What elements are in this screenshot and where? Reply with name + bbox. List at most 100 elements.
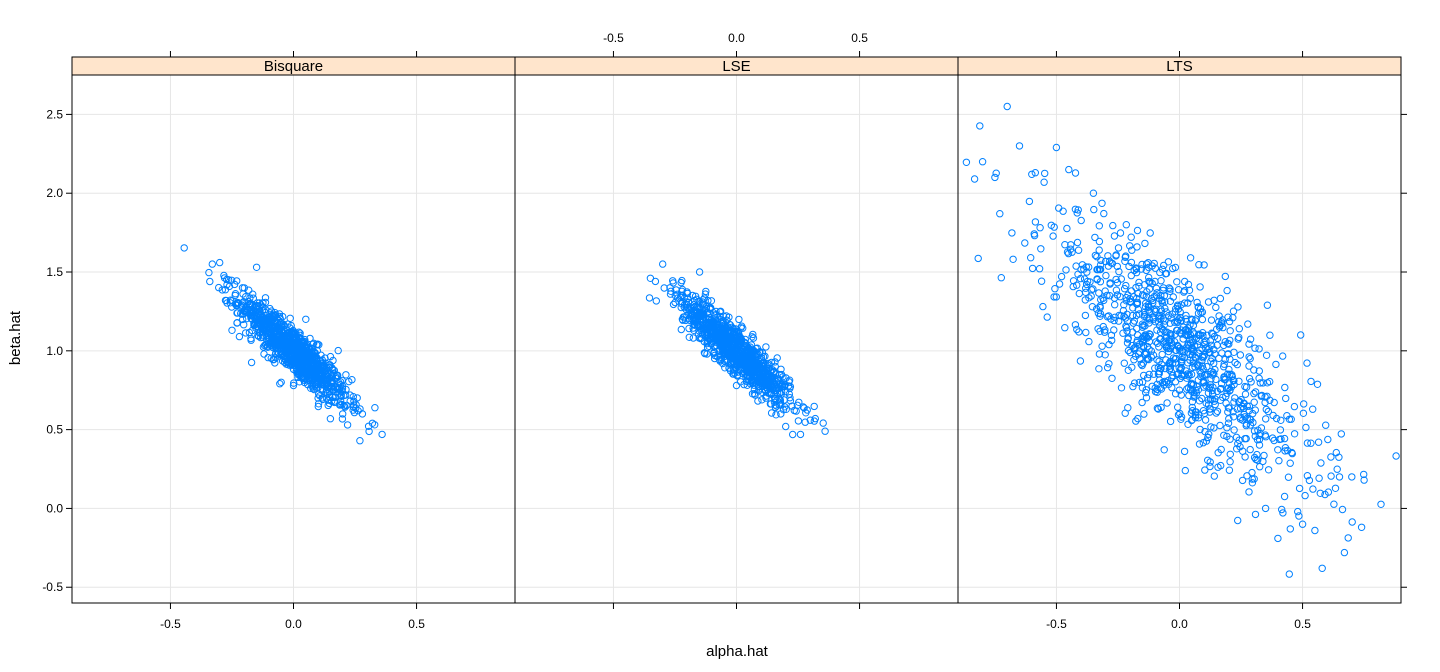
data-point: [1077, 216, 1085, 225]
data-point: [1142, 386, 1151, 394]
y-tick-label: 1.5: [46, 265, 63, 279]
data-point: [1142, 394, 1151, 402]
data-point: [1316, 489, 1325, 497]
data-point: [1184, 341, 1192, 349]
data-point: [276, 380, 284, 388]
data-point: [1210, 472, 1219, 480]
data-point: [1207, 423, 1215, 431]
data-point: [1095, 222, 1104, 230]
data-point: [666, 284, 674, 292]
data-point: [1198, 345, 1206, 353]
data-point: [1243, 472, 1251, 480]
data-point: [1047, 221, 1056, 230]
data-point: [701, 290, 710, 298]
data-point: [697, 325, 706, 333]
data-point: [326, 361, 334, 369]
data-point: [1141, 239, 1149, 248]
data-point: [1116, 229, 1125, 237]
data-point: [283, 355, 291, 363]
y-tick-label: 0.5: [46, 423, 63, 437]
data-point: [1128, 311, 1137, 320]
data-point: [1076, 274, 1085, 283]
data-point: [659, 260, 667, 268]
points-layer: [180, 102, 1400, 578]
data-point: [1143, 374, 1152, 382]
data-point: [1159, 286, 1167, 295]
data-point: [302, 344, 311, 352]
data-point: [1305, 476, 1314, 485]
data-point: [1101, 287, 1109, 295]
data-point: [1166, 362, 1174, 370]
y-tick-label: 0.0: [46, 501, 63, 515]
data-point: [1052, 143, 1061, 152]
data-point: [1285, 415, 1294, 423]
data-point: [716, 312, 724, 321]
data-point: [1119, 329, 1127, 337]
data-point: [1155, 376, 1164, 384]
data-point: [682, 298, 690, 306]
data-point: [795, 398, 803, 406]
data-point: [1198, 394, 1206, 403]
data-point: [758, 396, 766, 404]
data-point: [1171, 355, 1179, 363]
data-point: [1181, 466, 1190, 475]
data-point: [734, 327, 742, 336]
data-point: [1089, 285, 1097, 293]
data-point: [1095, 365, 1103, 373]
data-point: [1186, 356, 1194, 364]
data-point: [1117, 384, 1126, 392]
data-point: [1250, 398, 1258, 406]
data-point: [819, 419, 827, 427]
data-point: [289, 381, 298, 390]
data-point: [1036, 224, 1044, 232]
data-point: [352, 404, 360, 412]
data-point: [962, 158, 971, 167]
data-point: [239, 290, 247, 298]
data-point: [1096, 312, 1104, 320]
data-point: [246, 311, 255, 320]
data-point: [773, 354, 781, 362]
data-point: [1174, 302, 1182, 311]
x-tick-label: 0.0: [285, 617, 302, 631]
x-tick-label: -0.5: [160, 617, 181, 631]
data-point: [1122, 322, 1130, 330]
data-point: [1132, 265, 1141, 273]
data-point: [365, 427, 373, 436]
x-tick-label: -0.5: [603, 31, 624, 45]
data-point: [1099, 322, 1108, 331]
data-point: [682, 300, 690, 309]
data-point: [1223, 286, 1231, 295]
data-point: [1081, 311, 1090, 320]
data-point: [1225, 466, 1234, 474]
data-point: [1052, 293, 1061, 301]
data-point: [227, 276, 236, 284]
data-point: [1068, 248, 1076, 256]
data-point: [660, 284, 668, 292]
data-point: [1276, 426, 1285, 434]
data-point: [1145, 285, 1154, 293]
data-point: [685, 314, 694, 323]
data-point: [1250, 389, 1258, 398]
data-point: [1186, 294, 1195, 303]
data-point: [1115, 267, 1123, 276]
data-point: [290, 343, 298, 351]
data-point: [1182, 331, 1191, 340]
data-point: [1168, 359, 1177, 368]
data-point: [1173, 326, 1181, 335]
data-point: [1187, 379, 1196, 387]
data-point: [220, 274, 229, 282]
data-point: [1130, 346, 1139, 354]
data-point: [1061, 324, 1069, 332]
data-point: [1285, 570, 1294, 578]
data-point: [699, 300, 707, 308]
data-point: [771, 358, 779, 366]
data-point: [1226, 435, 1234, 443]
data-point: [1125, 262, 1133, 271]
data-point: [736, 378, 745, 386]
data-point: [720, 341, 728, 349]
data-point: [748, 376, 756, 384]
data-point: [1284, 473, 1293, 481]
data-point: [678, 315, 687, 323]
data-point: [1241, 390, 1250, 398]
strip-label: Bisquare: [264, 58, 323, 75]
